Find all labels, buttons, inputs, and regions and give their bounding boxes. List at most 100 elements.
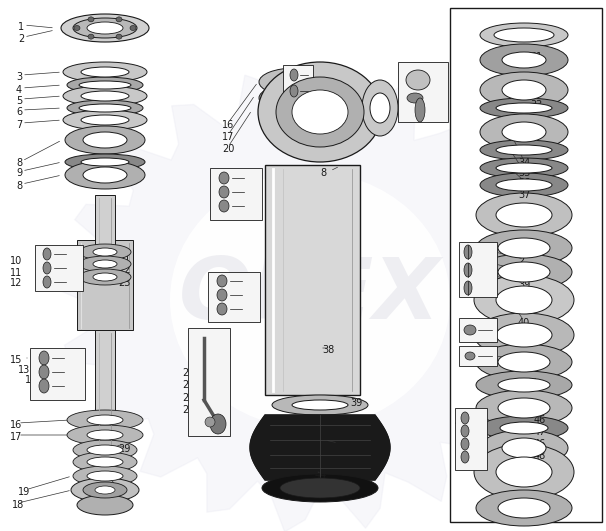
Ellipse shape bbox=[480, 173, 568, 197]
Text: 32: 32 bbox=[530, 88, 542, 98]
Ellipse shape bbox=[476, 193, 572, 237]
Ellipse shape bbox=[63, 86, 147, 106]
Ellipse shape bbox=[498, 398, 550, 418]
Text: 33: 33 bbox=[530, 100, 542, 110]
Text: 15: 15 bbox=[10, 355, 22, 365]
Ellipse shape bbox=[370, 93, 390, 123]
Ellipse shape bbox=[496, 163, 552, 173]
Text: 45: 45 bbox=[526, 378, 538, 388]
Ellipse shape bbox=[498, 378, 550, 392]
Polygon shape bbox=[61, 67, 567, 531]
Text: 46: 46 bbox=[534, 439, 546, 449]
Ellipse shape bbox=[500, 422, 548, 434]
Text: 20: 20 bbox=[222, 144, 235, 154]
Ellipse shape bbox=[217, 289, 227, 301]
Ellipse shape bbox=[67, 425, 143, 445]
Text: 16: 16 bbox=[362, 128, 375, 138]
Text: 23: 23 bbox=[118, 278, 130, 288]
Ellipse shape bbox=[259, 68, 331, 96]
Ellipse shape bbox=[474, 313, 574, 357]
Text: 41: 41 bbox=[518, 330, 530, 340]
Ellipse shape bbox=[219, 186, 229, 198]
Text: 16: 16 bbox=[10, 420, 22, 430]
Ellipse shape bbox=[88, 34, 94, 39]
Text: 26: 26 bbox=[182, 380, 195, 390]
Ellipse shape bbox=[407, 93, 423, 103]
Ellipse shape bbox=[65, 154, 145, 170]
Ellipse shape bbox=[79, 81, 131, 89]
Text: 17: 17 bbox=[10, 432, 22, 442]
Text: 2: 2 bbox=[455, 442, 461, 452]
Ellipse shape bbox=[63, 62, 147, 82]
Ellipse shape bbox=[81, 91, 129, 101]
Ellipse shape bbox=[480, 44, 568, 76]
Ellipse shape bbox=[292, 400, 348, 410]
Ellipse shape bbox=[362, 80, 398, 136]
Bar bbox=[35, 245, 83, 291]
Ellipse shape bbox=[81, 158, 129, 166]
Ellipse shape bbox=[74, 25, 80, 30]
Ellipse shape bbox=[87, 445, 123, 455]
Bar bbox=[188, 328, 230, 436]
Ellipse shape bbox=[259, 84, 331, 112]
Text: 13: 13 bbox=[218, 296, 230, 306]
Ellipse shape bbox=[494, 28, 554, 42]
Text: 19: 19 bbox=[228, 185, 240, 195]
Text: 17: 17 bbox=[222, 132, 235, 142]
Ellipse shape bbox=[502, 438, 546, 458]
Bar bbox=[95, 195, 115, 280]
Ellipse shape bbox=[210, 414, 226, 434]
Text: OPEX: OPEX bbox=[179, 253, 441, 337]
Ellipse shape bbox=[87, 457, 123, 467]
Text: 18: 18 bbox=[218, 196, 230, 206]
Text: 26: 26 bbox=[430, 80, 442, 90]
Text: 3: 3 bbox=[16, 72, 22, 82]
Ellipse shape bbox=[290, 69, 298, 81]
Ellipse shape bbox=[496, 179, 552, 191]
Bar bbox=[30, 348, 85, 400]
Ellipse shape bbox=[77, 495, 133, 515]
Text: 42: 42 bbox=[330, 440, 342, 450]
Ellipse shape bbox=[272, 395, 368, 415]
Ellipse shape bbox=[496, 145, 552, 155]
Text: 31: 31 bbox=[530, 52, 542, 62]
Ellipse shape bbox=[406, 70, 430, 90]
Ellipse shape bbox=[496, 457, 552, 487]
Ellipse shape bbox=[498, 352, 550, 372]
Bar bbox=[95, 330, 115, 450]
Bar bbox=[208, 272, 260, 322]
Ellipse shape bbox=[464, 325, 476, 335]
Bar bbox=[450, 8, 602, 522]
Ellipse shape bbox=[73, 452, 137, 472]
Text: 39: 39 bbox=[518, 280, 530, 290]
Text: 19: 19 bbox=[18, 487, 30, 497]
Ellipse shape bbox=[71, 478, 139, 502]
Ellipse shape bbox=[496, 103, 552, 113]
Text: 12: 12 bbox=[10, 278, 22, 288]
Ellipse shape bbox=[39, 351, 49, 365]
Ellipse shape bbox=[496, 203, 552, 227]
Ellipse shape bbox=[502, 80, 546, 100]
Ellipse shape bbox=[93, 248, 117, 256]
Bar bbox=[77, 240, 133, 330]
Ellipse shape bbox=[476, 390, 572, 426]
Ellipse shape bbox=[474, 444, 574, 500]
Text: 35: 35 bbox=[518, 168, 530, 178]
Text: 27: 27 bbox=[182, 393, 195, 403]
Ellipse shape bbox=[476, 254, 572, 290]
Polygon shape bbox=[250, 415, 390, 480]
Ellipse shape bbox=[480, 430, 568, 466]
Ellipse shape bbox=[480, 416, 568, 440]
Text: 50: 50 bbox=[455, 430, 467, 440]
Ellipse shape bbox=[464, 263, 472, 277]
Ellipse shape bbox=[292, 90, 348, 134]
Text: 21: 21 bbox=[118, 255, 130, 265]
Ellipse shape bbox=[83, 167, 127, 183]
Ellipse shape bbox=[280, 478, 360, 498]
Ellipse shape bbox=[63, 110, 147, 130]
Ellipse shape bbox=[95, 486, 115, 494]
Ellipse shape bbox=[259, 104, 331, 124]
Ellipse shape bbox=[87, 22, 123, 34]
Text: 2: 2 bbox=[518, 256, 524, 266]
Ellipse shape bbox=[461, 438, 469, 450]
